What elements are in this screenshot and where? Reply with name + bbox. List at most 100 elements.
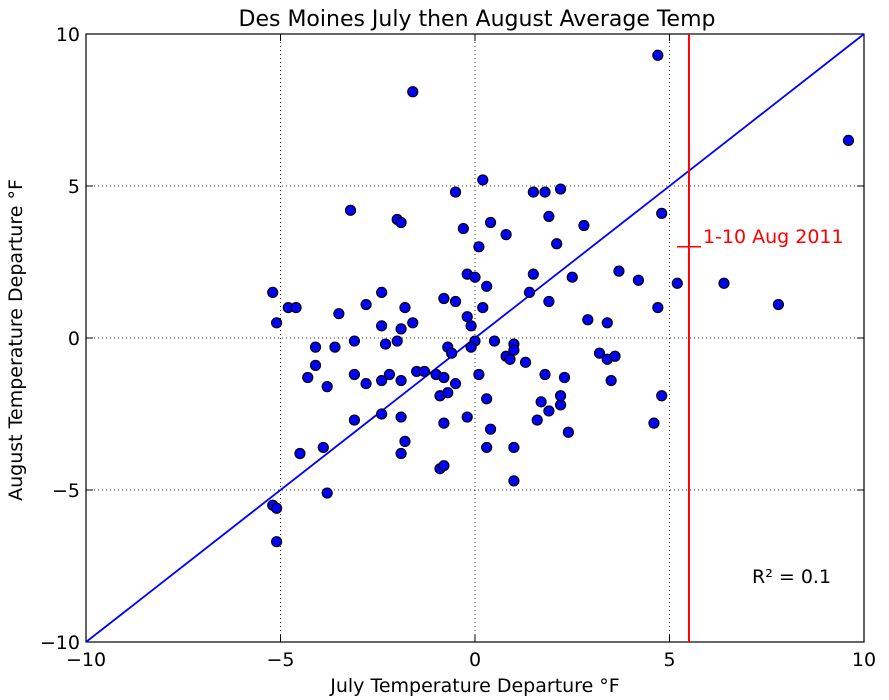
data-point (399, 435, 411, 447)
data-point (772, 298, 785, 311)
data-point (527, 268, 539, 280)
data-point (593, 347, 606, 359)
data-point (395, 323, 407, 335)
y-tick-label: −10 (40, 632, 80, 654)
data-point (469, 271, 481, 283)
data-point (473, 241, 485, 253)
annotation-label: 1-10 Aug 2011 (703, 226, 844, 248)
data-point (391, 335, 403, 347)
y-tick-label: 0 (68, 328, 80, 350)
data-point (543, 210, 555, 222)
data-point (558, 371, 571, 384)
y-tick-label: −5 (52, 480, 80, 502)
data-points (267, 49, 855, 548)
data-point (551, 238, 563, 250)
data-point (578, 219, 590, 232)
data-point (554, 390, 567, 402)
data-point (438, 460, 450, 472)
data-point (543, 405, 555, 417)
x-tick-label: 0 (469, 649, 481, 671)
data-point (321, 381, 333, 393)
data-point (543, 295, 555, 308)
data-point (271, 502, 283, 514)
x-tick-label: 5 (663, 649, 675, 671)
data-point (407, 86, 419, 98)
data-point (718, 277, 730, 289)
data-point (360, 378, 372, 390)
data-point (449, 378, 462, 390)
data-point (508, 344, 520, 356)
x-tick-label: 10 (852, 649, 876, 671)
data-point (477, 174, 489, 186)
x-axis-label: July Temperature Departure °F (329, 675, 619, 697)
data-point (376, 320, 388, 332)
data-point (488, 335, 501, 347)
data-point (531, 414, 543, 426)
data-point (508, 441, 520, 454)
data-point (321, 487, 333, 499)
data-point (539, 186, 551, 198)
data-point (609, 350, 621, 362)
data-point (449, 295, 462, 308)
data-point (461, 411, 473, 423)
data-point (554, 399, 567, 411)
data-point (671, 277, 683, 289)
data-point (527, 186, 539, 198)
data-point (395, 374, 407, 387)
data-point (271, 536, 283, 548)
data-point (446, 347, 458, 359)
x-tick-label: −10 (66, 649, 106, 671)
data-point (438, 371, 450, 384)
data-point (294, 447, 306, 460)
data-point (523, 286, 536, 298)
data-point (309, 359, 322, 371)
data-point (481, 441, 493, 454)
data-point (481, 393, 493, 405)
data-point (554, 183, 567, 195)
data-point (348, 414, 361, 426)
data-point (395, 447, 407, 460)
data-point (842, 134, 855, 146)
data-point (508, 475, 520, 487)
data-point (442, 387, 454, 399)
data-point (407, 317, 419, 329)
data-point (632, 274, 644, 286)
data-point (290, 302, 302, 314)
data-point (601, 317, 613, 329)
data-point (329, 341, 341, 353)
data-point (379, 338, 392, 350)
data-point (656, 207, 668, 219)
axis-ticks: −10 −5 0 5 10 −10 −5 0 5 10 (40, 24, 876, 671)
data-point (500, 229, 512, 241)
data-point (484, 216, 497, 229)
data-point (473, 368, 485, 381)
data-point (383, 368, 396, 381)
data-point (271, 317, 283, 329)
data-point (465, 341, 477, 353)
data-point (309, 341, 322, 353)
data-point (566, 271, 578, 283)
data-point (582, 314, 594, 326)
data-point (399, 302, 411, 314)
data-point (418, 365, 431, 378)
data-point (457, 222, 469, 235)
data-point (376, 286, 388, 298)
data-point (449, 186, 462, 198)
data-point (477, 302, 489, 314)
data-point (376, 374, 388, 387)
data-point (438, 292, 450, 305)
data-point (333, 308, 345, 320)
data-point (317, 441, 329, 454)
data-point (484, 423, 497, 435)
data-point (395, 216, 407, 229)
data-point (360, 298, 372, 311)
data-point (465, 320, 477, 332)
data-point (348, 335, 361, 347)
data-point (605, 374, 617, 387)
y-tick-label: 5 (68, 176, 80, 198)
data-point (652, 302, 664, 314)
data-point (302, 371, 314, 384)
data-point (267, 286, 279, 298)
y-axis-label: August Temperature Departure °F (5, 179, 27, 501)
